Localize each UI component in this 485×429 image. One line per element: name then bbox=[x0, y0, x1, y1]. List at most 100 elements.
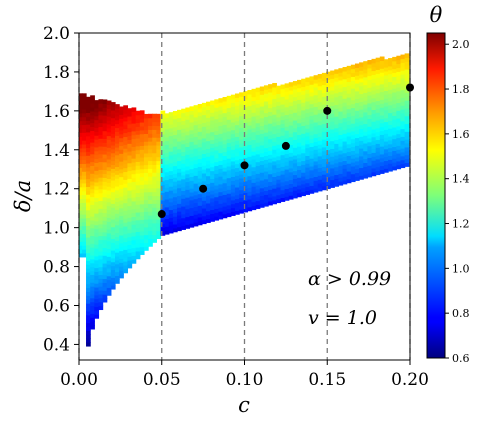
heatmap-cell bbox=[102, 142, 108, 147]
heatmap-cell bbox=[371, 113, 377, 118]
heatmap-cell bbox=[375, 135, 381, 141]
heatmap-cell bbox=[119, 270, 124, 275]
heatmap-cell bbox=[305, 128, 311, 133]
heatmap-cell bbox=[193, 163, 199, 169]
heatmap-cell bbox=[110, 176, 116, 181]
heatmap-cell bbox=[255, 177, 261, 182]
heatmap-cell bbox=[86, 108, 91, 113]
heatmap-cell bbox=[297, 149, 302, 155]
heatmap-cell bbox=[123, 183, 129, 188]
heatmap-cell bbox=[90, 122, 95, 128]
heatmap-cell bbox=[226, 208, 232, 214]
heatmap-cell bbox=[90, 157, 95, 163]
heatmap-cell bbox=[135, 130, 141, 135]
heatmap-cell bbox=[98, 169, 104, 174]
heatmap-cell bbox=[201, 114, 207, 120]
heatmap-cell bbox=[119, 180, 124, 185]
heatmap-cell bbox=[222, 143, 228, 149]
heatmap-cell bbox=[177, 117, 182, 123]
heatmap-cell bbox=[148, 215, 153, 220]
heatmap-cell bbox=[218, 98, 224, 103]
heatmap-cell bbox=[396, 121, 402, 127]
heatmap-cell bbox=[404, 88, 410, 93]
y-tick-label: 0.6 bbox=[43, 297, 70, 317]
heatmap-cell bbox=[392, 126, 397, 132]
heatmap-cell bbox=[280, 131, 286, 136]
heatmap-cell bbox=[288, 160, 294, 165]
heatmap-cell bbox=[189, 125, 195, 131]
heatmap-cell bbox=[94, 142, 100, 148]
heatmap-cell bbox=[106, 116, 112, 121]
heatmap-cell bbox=[326, 172, 331, 178]
heatmap-cell bbox=[226, 111, 232, 116]
heatmap-cell bbox=[338, 130, 344, 135]
heatmap-cell bbox=[131, 158, 137, 163]
heatmap-cell bbox=[392, 99, 397, 105]
heatmap-cell bbox=[317, 124, 323, 130]
heatmap-cell bbox=[243, 137, 248, 143]
heatmap-cell bbox=[181, 182, 186, 188]
heatmap-cell bbox=[90, 204, 95, 209]
heatmap-cell bbox=[239, 158, 244, 163]
heatmap-cell bbox=[301, 90, 306, 95]
heatmap-cell bbox=[81, 124, 87, 129]
heatmap-cell bbox=[218, 195, 224, 200]
heatmap-cell bbox=[284, 98, 290, 104]
heatmap-cell bbox=[156, 222, 162, 228]
heatmap-cell bbox=[297, 95, 302, 100]
heatmap-cell bbox=[268, 134, 273, 140]
heatmap-cell bbox=[148, 129, 153, 134]
heatmap-cell bbox=[268, 111, 273, 116]
heatmap-cell bbox=[321, 100, 327, 105]
heatmap-cell bbox=[119, 106, 124, 111]
heatmap-cell bbox=[222, 151, 228, 156]
heatmap-cell bbox=[177, 133, 182, 138]
heatmap-cell bbox=[251, 201, 257, 207]
heatmap-cell bbox=[123, 237, 129, 243]
heatmap-cell bbox=[86, 96, 91, 102]
heatmap-cell bbox=[168, 193, 174, 199]
heatmap-cell bbox=[143, 222, 149, 228]
heatmap-cell bbox=[189, 145, 195, 150]
heatmap-cell bbox=[86, 236, 91, 242]
heatmap-cell bbox=[396, 63, 402, 69]
heatmap-cell bbox=[201, 145, 207, 151]
heatmap-cell bbox=[317, 144, 323, 149]
heatmap-cell bbox=[259, 140, 265, 146]
heatmap-cell bbox=[119, 199, 124, 205]
heatmap-cell bbox=[135, 215, 141, 221]
heatmap-cell bbox=[206, 187, 211, 192]
heatmap-cell bbox=[152, 234, 157, 239]
heatmap-cell bbox=[189, 199, 195, 205]
heatmap-cell bbox=[292, 162, 298, 168]
heatmap-cell bbox=[313, 188, 319, 193]
heatmap-cell bbox=[379, 130, 385, 135]
heatmap-cell bbox=[135, 176, 141, 182]
heatmap-cell bbox=[193, 214, 199, 219]
heatmap-cell bbox=[346, 100, 352, 106]
heatmap-cell bbox=[214, 169, 220, 174]
heatmap-cell bbox=[375, 162, 381, 168]
heatmap-cell bbox=[86, 229, 91, 234]
heatmap-cell bbox=[152, 144, 157, 150]
heatmap-cell bbox=[334, 69, 340, 74]
heatmap-cell bbox=[263, 116, 269, 121]
heatmap-cell bbox=[110, 187, 116, 193]
heatmap-cell bbox=[313, 125, 319, 131]
heatmap-cell bbox=[210, 166, 215, 172]
heatmap-cell bbox=[218, 214, 224, 220]
heatmap-cell bbox=[272, 180, 277, 185]
heatmap-cell bbox=[326, 184, 331, 190]
heatmap-cell bbox=[284, 137, 290, 143]
heatmap-cell bbox=[255, 149, 261, 155]
heatmap-cell bbox=[367, 60, 373, 65]
heatmap-cell bbox=[189, 219, 195, 224]
heatmap-cell bbox=[243, 98, 248, 104]
heatmap-cell bbox=[272, 153, 277, 158]
heatmap-cell bbox=[363, 142, 368, 148]
heatmap-cell bbox=[106, 260, 112, 265]
heatmap-cell bbox=[239, 205, 244, 210]
heatmap-cell bbox=[177, 144, 182, 150]
heatmap-cell bbox=[139, 122, 145, 127]
heatmap-cell bbox=[375, 108, 381, 113]
